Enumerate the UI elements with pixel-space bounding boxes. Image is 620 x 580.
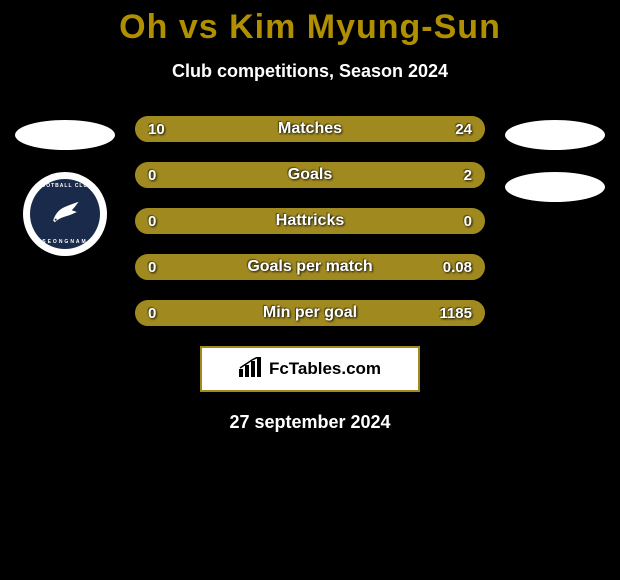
club-badge-bottom-text: SEONGNAM: [30, 239, 100, 245]
left-player-column: FOOTBALL CLUB SEONGNAM: [10, 120, 120, 256]
stat-value-right: 24: [455, 121, 472, 138]
bar-chart-icon: [239, 357, 263, 382]
stat-label: Min per goal: [263, 304, 357, 322]
date-label: 27 september 2024: [0, 412, 620, 433]
magpie-icon: [48, 195, 82, 234]
stat-value-left: 10: [148, 121, 165, 138]
stats-list: 10 Matches 24 0 Goals 2 0 Hattricks 0 0 Goals per …: [135, 116, 485, 326]
stat-value-left: 0: [148, 259, 156, 276]
stat-value-right: 0: [464, 213, 472, 230]
left-club-badge: FOOTBALL CLUB SEONGNAM: [23, 172, 107, 256]
stat-value-left: 0: [148, 305, 156, 322]
brand-text: FcTables.com: [269, 359, 381, 379]
right-player-column: [500, 120, 610, 202]
right-club-badge-placeholder: [505, 172, 605, 202]
stat-row: 0 Goals per match 0.08: [135, 254, 485, 280]
stat-row: 0 Min per goal 1185: [135, 300, 485, 326]
left-player-avatar-placeholder: [15, 120, 115, 150]
stat-value-left: 0: [148, 167, 156, 184]
stat-label: Goals: [288, 166, 332, 184]
stat-label: Hattricks: [276, 212, 344, 230]
stat-value-right: 1185: [439, 305, 472, 322]
subtitle: Club competitions, Season 2024: [0, 61, 620, 82]
stat-row: 10 Matches 24: [135, 116, 485, 142]
comparison-card: Oh vs Kim Myung-Sun Club competitions, S…: [0, 0, 620, 433]
club-badge-top-text: FOOTBALL CLUB: [30, 183, 100, 189]
stat-label: Matches: [278, 120, 342, 138]
brand-watermark: FcTables.com: [200, 346, 420, 392]
stat-value-left: 0: [148, 213, 156, 230]
club-badge-inner: FOOTBALL CLUB SEONGNAM: [30, 179, 100, 249]
stat-row: 0 Hattricks 0: [135, 208, 485, 234]
page-title: Oh vs Kim Myung-Sun: [0, 0, 620, 47]
right-player-avatar-placeholder: [505, 120, 605, 150]
stat-label: Goals per match: [247, 258, 372, 276]
stat-value-right: 0.08: [443, 259, 472, 276]
stat-row: 0 Goals 2: [135, 162, 485, 188]
stat-value-right: 2: [464, 167, 472, 184]
